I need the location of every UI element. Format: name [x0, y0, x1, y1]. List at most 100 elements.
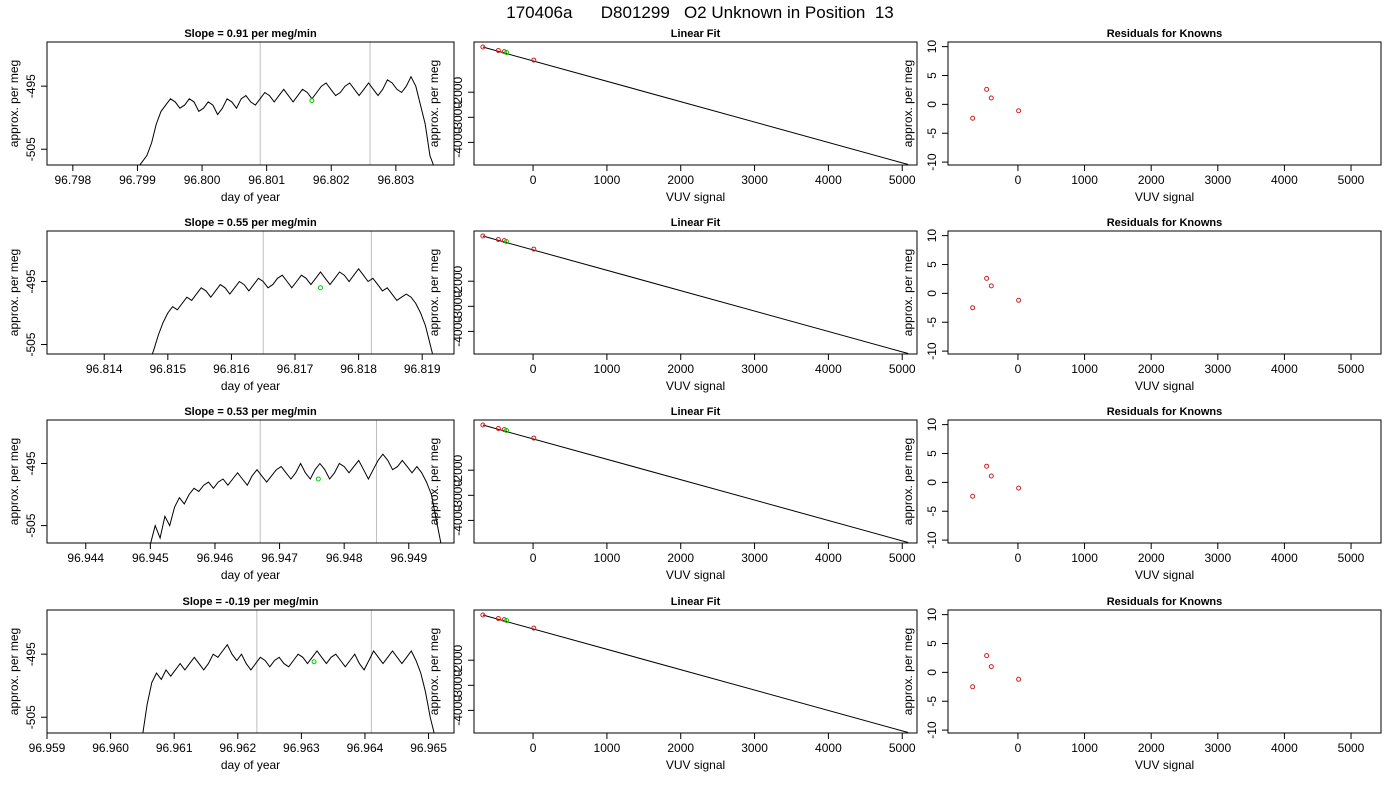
known-point	[970, 115, 976, 121]
x-tick-label: 96.819	[404, 362, 441, 376]
x-tick-label: 0	[1015, 362, 1022, 376]
y-tick-label: -4000	[451, 505, 465, 536]
x-tick-label: 5000	[1338, 741, 1365, 755]
panel-title: Residuals for Knowns	[1107, 596, 1223, 608]
y-axis-label: approx. per meg	[427, 249, 441, 336]
y-tick-label: 5	[925, 261, 939, 268]
x-tick-label: 2000	[667, 173, 694, 187]
x-tick-label: 0	[530, 741, 537, 755]
y-axis-label: approx. per meg	[7, 438, 21, 525]
x-tick-label: 96.945	[132, 551, 169, 565]
plot-frame	[473, 230, 918, 355]
y-tick-label: -495	[24, 74, 38, 98]
x-tick-label: 4000	[815, 173, 842, 187]
panel-title: Slope = -0.19 per meg/min	[182, 596, 318, 608]
plot-frame	[473, 609, 918, 734]
known-point	[531, 625, 537, 631]
x-tick-label: 96.798	[54, 173, 91, 187]
y-tick-label: -2000	[451, 455, 465, 486]
x-tick-label: 96.963	[283, 741, 320, 755]
data-line	[151, 267, 434, 354]
x-axis-label: day of year	[221, 758, 280, 772]
plot-frame	[46, 230, 455, 355]
y-axis-label: approx. per meg	[427, 60, 441, 147]
plot-frame	[947, 609, 1382, 734]
fit-line	[482, 424, 909, 543]
y-tick-label: -3000	[451, 291, 465, 322]
mean-marker	[309, 98, 315, 104]
unknown-point	[503, 50, 509, 56]
y-tick-label: -2000	[451, 266, 465, 297]
panel-title: Residuals for Knowns	[1107, 28, 1223, 40]
y-tick-label: -3000	[451, 102, 465, 133]
x-tick-label: 96.948	[326, 551, 363, 565]
x-tick-label: 96.944	[67, 551, 104, 565]
x-tick-label: 96.814	[86, 362, 123, 376]
y-axis-label: approx. per meg	[427, 438, 441, 525]
y-tick-label: -3000	[451, 670, 465, 701]
y-tick-label: 10	[925, 229, 939, 243]
x-tick-label: 2000	[667, 362, 694, 376]
x-tick-label: 3000	[1204, 551, 1231, 565]
known-point	[480, 612, 486, 618]
y-axis-label: approx. per meg	[901, 438, 915, 525]
x-tick-label: 3000	[1204, 173, 1231, 187]
known-point	[1016, 485, 1022, 491]
x-axis-label: VUV signal	[666, 379, 725, 393]
known-point	[984, 653, 990, 659]
y-tick-label: -10	[925, 342, 939, 360]
y-tick-label: -4000	[451, 316, 465, 347]
x-tick-label: 96.964	[347, 741, 384, 755]
x-tick-label: 5000	[889, 551, 916, 565]
x-tick-label: 96.817	[277, 362, 314, 376]
panel-title: Residuals for Knowns	[1107, 217, 1223, 229]
y-tick-label: 0	[925, 479, 939, 486]
plot-frame	[473, 419, 918, 544]
plot-frame	[46, 41, 455, 166]
fit-line	[482, 46, 909, 165]
x-tick-label: 4000	[1271, 741, 1298, 755]
x-axis-label: day of year	[221, 568, 280, 582]
unknown-point	[503, 618, 509, 624]
y-tick-label: -3000	[451, 480, 465, 511]
x-tick-label: 96.818	[340, 362, 377, 376]
y-tick-label: 10	[925, 608, 939, 622]
y-tick-label: -505	[24, 513, 38, 537]
mean-marker	[315, 476, 321, 482]
y-tick-label: -4000	[451, 695, 465, 726]
known-point	[984, 463, 990, 469]
known-point	[495, 237, 501, 243]
known-point	[1016, 676, 1022, 682]
mean-marker	[317, 285, 323, 291]
x-tick-label: 4000	[815, 741, 842, 755]
x-tick-label: 2000	[667, 741, 694, 755]
known-point	[970, 493, 976, 499]
y-axis-label: approx. per meg	[7, 628, 21, 715]
panel-title: Linear Fit	[671, 596, 721, 608]
x-tick-label: 5000	[1338, 173, 1365, 187]
x-tick-label: 1000	[594, 362, 621, 376]
x-tick-label: 3000	[741, 551, 768, 565]
x-tick-label: 2000	[1138, 362, 1165, 376]
y-tick-label: -2000	[451, 77, 465, 108]
x-tick-label: 1000	[1071, 741, 1098, 755]
y-tick-label: -505	[24, 705, 38, 729]
y-tick-label: 0	[925, 101, 939, 108]
mean-marker	[311, 659, 317, 665]
y-tick-label: 0	[925, 669, 939, 676]
known-point	[984, 86, 990, 92]
x-tick-label: 96.962	[219, 741, 256, 755]
y-axis-label: approx. per meg	[7, 60, 21, 147]
y-tick-label: 5	[925, 72, 939, 79]
panel-title: Linear Fit	[671, 406, 721, 418]
y-tick-label: -495	[24, 451, 38, 475]
x-tick-label: 96.802	[313, 173, 350, 187]
x-tick-label: 96.961	[156, 741, 193, 755]
y-tick-label: -10	[925, 721, 939, 739]
y-tick-label: -5	[925, 506, 939, 517]
fit-line	[482, 235, 909, 354]
y-tick-label: -5	[925, 128, 939, 139]
plot-frame	[473, 41, 918, 166]
x-tick-label: 3000	[741, 173, 768, 187]
